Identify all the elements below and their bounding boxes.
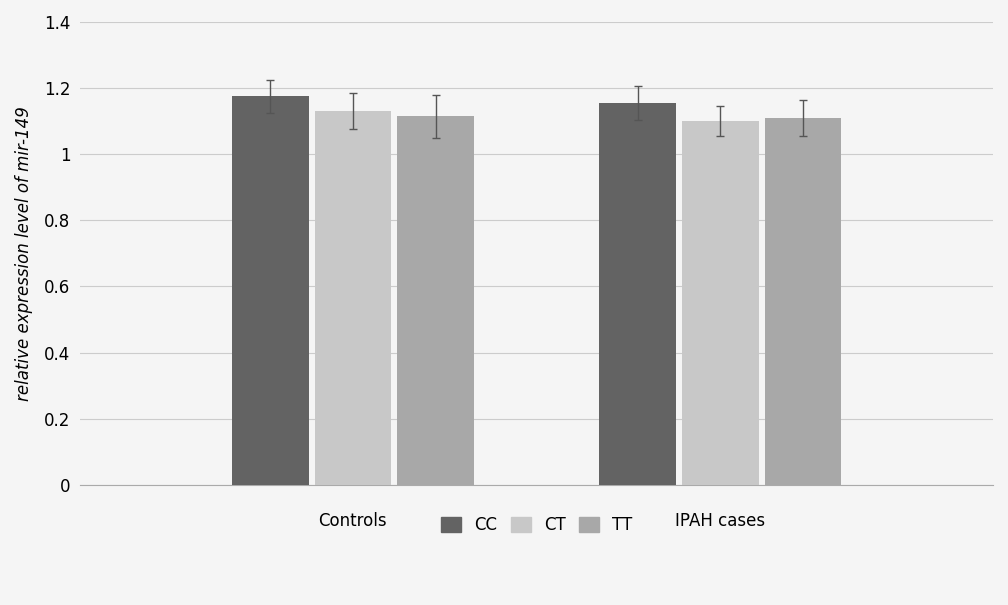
Text: IPAH cases: IPAH cases <box>675 512 765 531</box>
Text: Controls: Controls <box>319 512 387 531</box>
Bar <box>397 116 474 485</box>
Bar <box>765 118 842 485</box>
Bar <box>600 103 676 485</box>
Y-axis label: relative expression level of mir-149: relative expression level of mir-149 <box>15 106 33 401</box>
Bar <box>682 121 759 485</box>
Legend: CC, CT, TT: CC, CT, TT <box>434 510 639 541</box>
Bar <box>314 111 391 485</box>
Bar <box>232 96 308 485</box>
